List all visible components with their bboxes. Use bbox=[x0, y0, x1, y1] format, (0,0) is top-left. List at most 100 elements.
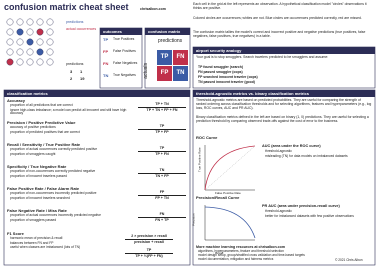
count: 1 bbox=[80, 69, 83, 74]
metric-bullet: proportion of smugglers passed bbox=[10, 217, 57, 222]
metric-bullet: misleading (TN) for data models on imbal… bbox=[265, 154, 348, 158]
intro-text: Each cell in the grid at the left repres… bbox=[193, 2, 367, 10]
formula: TP TP + FP bbox=[138, 124, 186, 134]
intro-text: Colored circles are occurrences; whites … bbox=[193, 16, 362, 20]
resource-item: model design setup, group/stratified cro… bbox=[198, 253, 305, 257]
plot-title: ROC Curve bbox=[196, 135, 218, 140]
matrix-cell: TP bbox=[157, 50, 172, 65]
matrix-cell: FN bbox=[173, 50, 188, 65]
metric-name: F1 Score bbox=[7, 231, 24, 236]
observation bbox=[6, 58, 14, 66]
observation bbox=[6, 28, 14, 36]
metric-name: PR AUC (area under precision-recall curv… bbox=[262, 204, 340, 208]
observation bbox=[46, 48, 54, 56]
matrix-cell: FP bbox=[157, 66, 172, 81]
axis-label: actuals bbox=[143, 62, 150, 79]
metric-name: False Positive Rate / False Alarm Rate bbox=[7, 186, 80, 191]
observation bbox=[46, 18, 54, 26]
observation bbox=[26, 28, 34, 36]
metric-bullet: balances between FN and FP bbox=[10, 240, 54, 245]
observation bbox=[36, 18, 44, 26]
threshold-text: Binary classification metrics defined in… bbox=[196, 115, 369, 123]
numerator: TP bbox=[125, 248, 173, 254]
axis-label: predictions bbox=[158, 38, 183, 44]
metric-bullet: proportion of innocent travelers searche… bbox=[10, 195, 70, 200]
site: chrisalbon.com bbox=[140, 7, 166, 11]
denominator: precision + recall bbox=[134, 239, 164, 244]
legend-label: predictions bbox=[66, 20, 84, 24]
metric-name: Accuracy bbox=[7, 98, 26, 103]
plot-title: Precision/Recall Curve bbox=[196, 195, 240, 200]
metric-bullet: threshold-agnostic bbox=[265, 149, 292, 153]
observation bbox=[26, 18, 34, 26]
section-title: airport security analogy bbox=[193, 47, 375, 54]
formula: TP TP + ½(FP + FN) bbox=[125, 248, 173, 258]
numerator: TN bbox=[138, 168, 186, 174]
airport-item: TP found smuggler (search) bbox=[198, 65, 243, 69]
outcome-abbr: TP bbox=[103, 37, 109, 42]
observation bbox=[26, 58, 34, 66]
numerator: TP bbox=[138, 146, 186, 152]
outcome-label: False Negatives bbox=[113, 61, 138, 65]
observation bbox=[6, 38, 14, 46]
denominator: TP + FN bbox=[155, 151, 169, 156]
airport-item: FP searched innocent traveler (oops) bbox=[198, 75, 258, 79]
resources-title: More machine learning resources at chris… bbox=[196, 245, 286, 249]
metric-bullet: proportion of innocent travelers passed bbox=[10, 173, 67, 178]
resource-item: model documentation, mitigation and fair… bbox=[198, 257, 274, 261]
metric-bullet: harmonic mean of precision & recall bbox=[10, 236, 63, 240]
intro-text: The confusion matrix tallies the model's… bbox=[193, 30, 366, 38]
denominator: TP + FP bbox=[155, 129, 169, 134]
metric-bullet: proportion of actual occurrences incorre… bbox=[10, 213, 101, 217]
section-title: threshold-agnostic metrics vs. binary cl… bbox=[193, 90, 375, 97]
plot-xlabel: False Positive Rate bbox=[215, 191, 241, 195]
count: 3 bbox=[70, 69, 73, 74]
metric-bullet: accuracy of positive predictions bbox=[10, 125, 56, 129]
observation bbox=[16, 38, 24, 46]
outcome-abbr: TN bbox=[103, 73, 109, 78]
observation bbox=[16, 18, 24, 26]
copyright: © 2021 Chris Albon bbox=[335, 258, 363, 262]
formula: TP TP + FN bbox=[138, 146, 186, 156]
roc-plot bbox=[204, 145, 256, 191]
denominator: FP + TN bbox=[155, 195, 169, 200]
observation bbox=[6, 48, 14, 56]
plot-xlabel: Recall bbox=[215, 251, 224, 255]
legend-label: actual occurrences bbox=[66, 27, 97, 31]
numerator: TP bbox=[138, 124, 186, 130]
section-title: outcomes bbox=[100, 28, 142, 35]
threshold-text: Threshold-agnostic metrics are based on … bbox=[196, 98, 372, 110]
metric-name: AUC (area under the ROC curve) bbox=[262, 144, 321, 148]
numerator: TP + TN bbox=[138, 102, 186, 108]
metric-bullet: ignore high-class imbalance; a model can… bbox=[10, 107, 127, 116]
section-title: classification metrics bbox=[4, 90, 190, 97]
outcome-label: False Positives bbox=[113, 49, 136, 53]
pr-plot bbox=[204, 205, 256, 241]
metric-bullet: proportion of smugglers caught bbox=[10, 151, 56, 156]
formula: TP + TN TP + TN + FP + FN bbox=[138, 102, 186, 112]
count: 2 bbox=[70, 76, 73, 81]
metric-bullet: proportion of all predictions that are c… bbox=[10, 103, 73, 107]
observation bbox=[46, 28, 54, 36]
observation bbox=[16, 28, 24, 36]
metric-bullet: proportion of non-occurrences incorrectl… bbox=[10, 191, 97, 195]
metric-name: False Negative Rate / Miss Rate bbox=[7, 208, 67, 213]
mini-matrix-label: predictions bbox=[66, 62, 84, 66]
denominator: TN + FP bbox=[155, 173, 169, 178]
title: confusion matrix cheat sheet bbox=[4, 2, 129, 12]
formula: FN FN + TP bbox=[138, 212, 186, 222]
metric-name: Precision / Positive Predictive Value bbox=[7, 120, 76, 125]
outcome-abbr: FP bbox=[103, 49, 109, 54]
numerator: 2 × precision × recall bbox=[125, 234, 173, 240]
metric-bullet: useful when classes are imbalanced (lots… bbox=[10, 245, 81, 249]
denominator: TP + TN + FP + FN bbox=[146, 107, 178, 112]
metric-bullet: proportion of actual occurrences correct… bbox=[10, 147, 98, 151]
observation bbox=[6, 18, 14, 26]
observation bbox=[26, 48, 34, 56]
observation bbox=[16, 58, 24, 66]
outcome-label: True Positives bbox=[113, 37, 135, 41]
observation bbox=[26, 38, 34, 46]
metric-bullet: proportion of non-occurrences correctly … bbox=[10, 169, 96, 173]
section-title: confusion matrix bbox=[145, 28, 190, 35]
